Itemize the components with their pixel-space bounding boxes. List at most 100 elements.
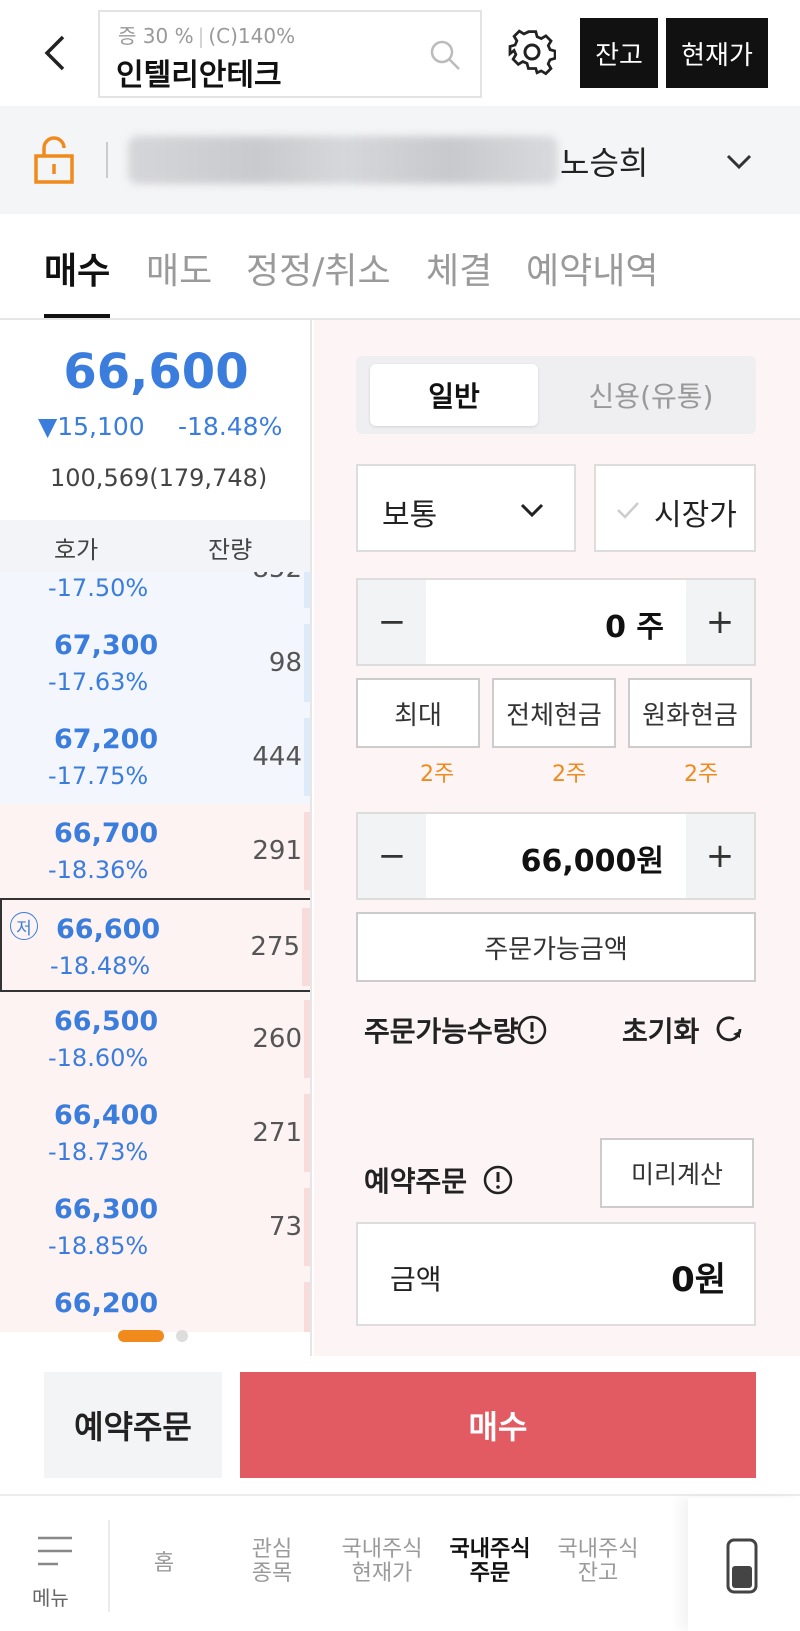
nav-domestic-balance[interactable]: 국내주식 잔고 <box>546 1538 650 1586</box>
reset-label[interactable]: 초기화 <box>622 1015 700 1048</box>
quantity-input[interactable]: 0 주 <box>605 610 664 645</box>
orderbook-price-header: 호가 <box>54 536 99 564</box>
orderbook-rate: -18.36% <box>48 856 149 884</box>
orderbook-price: 66,300 <box>54 1194 159 1225</box>
all-cash-qty-button[interactable]: 전체현금 <box>492 678 616 748</box>
orderbook-row-current[interactable]: 저 66,600 -18.48% 275 <box>0 898 310 992</box>
tab-modify-cancel[interactable]: 정정/취소 <box>246 251 391 292</box>
current-price-button[interactable]: 현재가 <box>666 18 768 88</box>
max-qty-value: 2주 <box>420 762 455 787</box>
order-type-value: 보통 <box>382 498 438 533</box>
phone-icon <box>726 1538 758 1594</box>
nav-divider <box>108 1520 110 1612</box>
back-button[interactable] <box>30 28 80 78</box>
orderbook-price: 66,700 <box>54 818 159 849</box>
account-selector[interactable]: 노승희 <box>0 106 800 214</box>
active-tab-indicator <box>44 314 110 318</box>
order-tabs: 매수 매도 정정/취소 체결 예약내역 <box>0 214 800 320</box>
account-divider <box>106 142 108 178</box>
orderbook-row[interactable]: 66,400 -18.73% 271 <box>0 1086 310 1180</box>
account-number-masked <box>128 136 558 184</box>
orderbook-row[interactable]: 66,500 -18.60% 260 <box>0 992 310 1086</box>
refresh-icon[interactable] <box>712 1012 746 1046</box>
orderbook-qty-bar <box>304 1000 310 1078</box>
nav-watchlist-line2: 종목 <box>251 1561 293 1586</box>
orderbook-price: 66,600 <box>56 914 161 945</box>
order-amount-value: 0원 <box>671 1260 726 1300</box>
precalculate-button[interactable]: 미리계산 <box>600 1138 754 1208</box>
page-indicator[interactable] <box>118 1330 188 1342</box>
orderbook-row[interactable]: 67,200 -17.75% 444 <box>0 710 310 804</box>
menu-label: 메뉴 <box>32 1586 69 1610</box>
krw-cash-qty-button[interactable]: 원화현금 <box>628 678 752 748</box>
reserve-order-button[interactable]: 예약주문 <box>44 1372 222 1478</box>
info-icon[interactable] <box>516 1014 548 1046</box>
search-icon[interactable] <box>428 38 462 72</box>
order-type-select[interactable]: 보통 <box>356 464 576 552</box>
nav-domestic-balance-line1: 국내주식 <box>557 1537 639 1562</box>
tab-buy[interactable]: 매수 <box>44 251 111 292</box>
nav-menu[interactable]: 메뉴 <box>18 1526 92 1616</box>
price-input[interactable]: 66,000원 <box>520 844 664 879</box>
orderbook-qty-bar <box>304 812 310 890</box>
top-header: 증 30 % | (C)140% 인텔리안테크 잔고 현재가 <box>0 0 800 106</box>
orderbook-qty: 444 <box>252 742 302 772</box>
gear-icon[interactable] <box>508 28 556 76</box>
nav-domestic-order[interactable]: 국내주식 주문 <box>438 1538 542 1586</box>
orderbook-list[interactable]: -17.50% 852 67,300 -17.63% 98 67,200 -17… <box>0 572 310 1332</box>
tab-executions[interactable]: 체결 <box>426 251 493 292</box>
quantity-minus-button[interactable]: − <box>358 580 426 664</box>
all-cash-qty-value: 2주 <box>552 762 587 787</box>
orderbook-qty: 291 <box>252 836 302 866</box>
segment-credit[interactable]: 신용(유통) <box>588 380 714 413</box>
orderbook-qty: 275 <box>250 932 300 962</box>
orderbook-qty-bar <box>304 1188 310 1266</box>
buy-button[interactable]: 매수 <box>240 1372 756 1478</box>
page-dot-active[interactable] <box>118 1330 164 1342</box>
orderbook-header: 호가 잔량 <box>0 520 310 572</box>
order-action-bar: 예약주문 매수 <box>0 1356 800 1496</box>
nav-watchlist[interactable]: 관심 종목 <box>220 1538 324 1586</box>
orderbook-rate: -18.73% <box>48 1138 149 1166</box>
available-amount-button[interactable]: 주문가능금액 <box>356 912 756 982</box>
orderbook-row[interactable]: 66,700 -18.36% 291 <box>0 804 310 898</box>
max-qty-button[interactable]: 최대 <box>356 678 480 748</box>
page-dot[interactable] <box>176 1330 188 1342</box>
stock-search-box[interactable]: 증 30 % | (C)140% 인텔리안테크 <box>98 10 482 98</box>
orderbook-qty: 260 <box>252 1024 302 1054</box>
info-icon[interactable] <box>482 1164 514 1196</box>
orderbook-row[interactable]: -17.50% 852 <box>0 572 310 616</box>
price-change-rate: -18.48% <box>178 412 283 441</box>
market-order-toggle[interactable]: 시장가 <box>594 464 756 552</box>
orderbook-price: 67,200 <box>54 724 159 755</box>
orderbook-rate: -18.48% <box>50 952 151 980</box>
reserve-order-label: 예약주문 <box>364 1165 468 1198</box>
orderbook-row[interactable]: 66,300 -18.85% 73 <box>0 1180 310 1274</box>
chevron-down-icon <box>520 503 544 518</box>
tab-reservations[interactable]: 예약내역 <box>526 251 659 292</box>
current-price: 66,600 <box>63 344 249 400</box>
quantity-plus-button[interactable]: + <box>686 580 754 664</box>
nav-domestic-price[interactable]: 국내주식 현재가 <box>330 1538 434 1586</box>
nav-shortcut-panel[interactable] <box>688 1498 800 1631</box>
orderbook-rate: -18.60% <box>48 1044 149 1072</box>
orderbook-row[interactable]: 67,300 -17.63% 98 <box>0 616 310 710</box>
nav-domestic-order-line1: 국내주식 <box>449 1537 531 1562</box>
margin-rate: 증 30 % <box>118 24 194 48</box>
nav-home[interactable]: 홈 <box>153 1551 175 1576</box>
chevron-down-icon[interactable] <box>724 146 754 176</box>
bottom-navigation: 메뉴 홈 관심 종목 국내주식 현재가 국내주식 주문 국내주식 잔고 <box>0 1498 800 1631</box>
trade-volume: 100,569(179,748) <box>50 464 268 492</box>
account-owner-name: 노승희 <box>560 144 649 182</box>
orderbook-qty: 852 <box>252 572 302 584</box>
balance-button[interactable]: 잔고 <box>580 18 658 88</box>
tab-sell[interactable]: 매도 <box>146 251 213 292</box>
price-minus-button[interactable]: − <box>358 814 426 898</box>
segment-normal[interactable]: 일반 <box>370 364 538 426</box>
orderbook-row[interactable]: 66,200 <box>0 1274 310 1332</box>
price-plus-button[interactable]: + <box>686 814 754 898</box>
orderbook-qty: 271 <box>252 1118 302 1148</box>
orderbook-price: 66,400 <box>54 1100 159 1131</box>
unlock-icon[interactable] <box>32 134 76 184</box>
menu-icon <box>38 1536 72 1566</box>
